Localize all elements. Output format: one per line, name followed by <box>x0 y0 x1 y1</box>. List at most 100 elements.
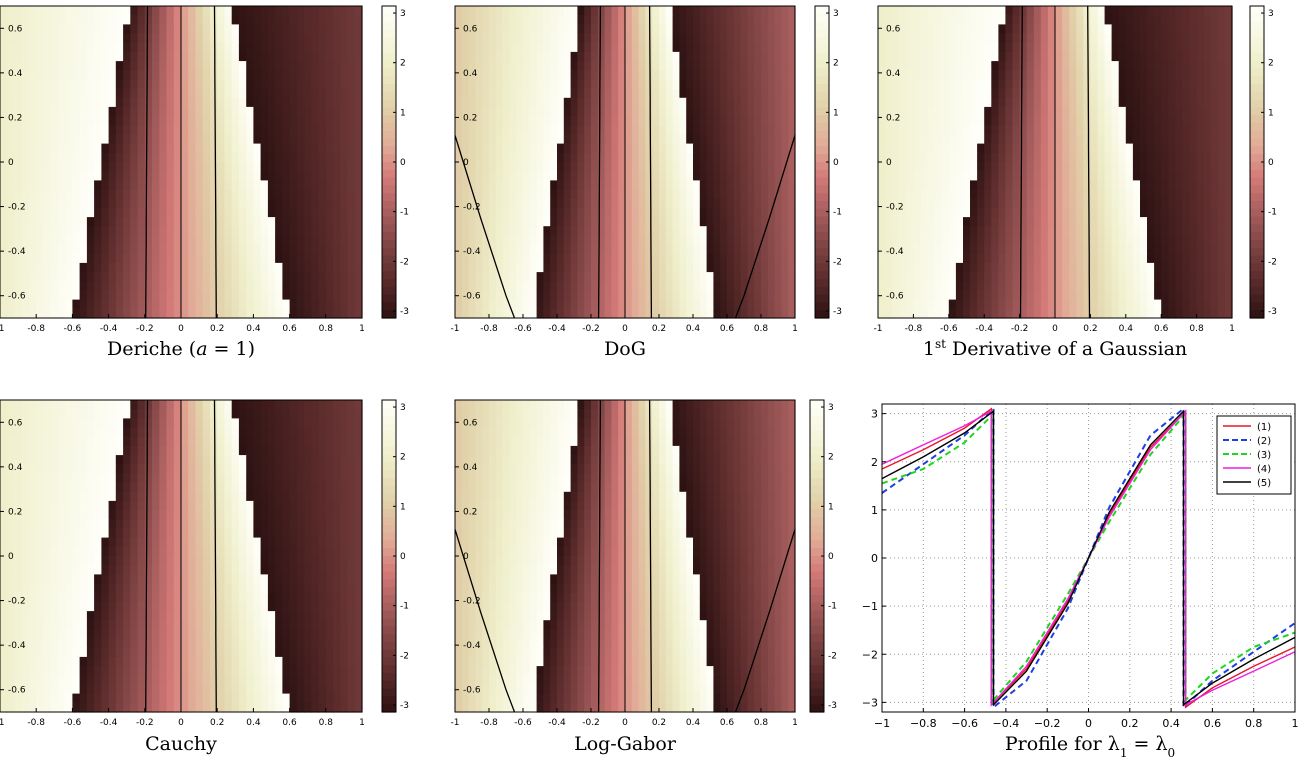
heatmap-cell <box>1027 89 1035 99</box>
heatmap-cell <box>1027 116 1035 126</box>
heatmap-cell <box>885 190 893 200</box>
heatmap-cell <box>51 208 59 218</box>
heatmap-cell <box>290 254 298 264</box>
heatmap-cell <box>537 135 544 145</box>
colorbar-segment <box>815 107 829 115</box>
heatmap-cell <box>577 98 584 108</box>
heatmap-cell <box>1218 15 1226 25</box>
heatmap-cell <box>516 144 523 154</box>
colorbar-segment <box>382 201 396 209</box>
heatmap-cell <box>557 153 564 163</box>
heatmap-cell <box>720 89 727 99</box>
heatmap-cell <box>632 70 639 80</box>
heatmap-cell <box>906 79 914 89</box>
heatmap-cell <box>557 43 564 53</box>
heatmap-cell <box>489 208 496 218</box>
heatmap-cell <box>768 226 775 236</box>
heatmap-cell <box>87 89 95 99</box>
heatmap-cell <box>340 281 348 291</box>
heatmap-cell <box>167 217 175 227</box>
heatmap-cell <box>268 15 276 25</box>
heatmap-cell <box>116 226 124 236</box>
heatmap-cell <box>355 254 363 264</box>
heatmap-cell <box>29 162 37 172</box>
heatmap-cell <box>152 24 160 34</box>
heatmap-cell <box>788 70 795 80</box>
heatmap-cell <box>747 98 754 108</box>
heatmap-cell <box>496 125 503 135</box>
heatmap-cell <box>652 89 659 99</box>
heatmap-cell <box>577 153 584 163</box>
heatmap-cell <box>482 190 489 200</box>
heatmap-cell <box>1119 6 1127 16</box>
heatmap-cell <box>509 208 516 218</box>
heatmap-cell <box>523 171 530 181</box>
heatmap-cell <box>72 300 80 310</box>
heatmap-cell <box>625 217 632 227</box>
heatmap-cell <box>58 217 66 227</box>
heatmap-cell <box>1197 52 1205 62</box>
heatmap-cell <box>36 217 44 227</box>
heatmap-cell <box>304 171 312 181</box>
heatmap-cell <box>1218 70 1226 80</box>
heatmap-cell <box>109 208 117 218</box>
heatmap-cell <box>1225 171 1233 181</box>
heatmap-cell <box>1027 43 1035 53</box>
heatmap-cell <box>123 61 131 71</box>
heatmap-cell <box>1055 79 1063 89</box>
heatmap-cell <box>72 309 80 319</box>
heatmap-cell <box>921 254 929 264</box>
heatmap-cell <box>1027 235 1035 245</box>
heatmap-cell <box>741 135 748 145</box>
heatmap-cell <box>311 79 319 89</box>
heatmap-cell <box>355 107 363 117</box>
heatmap-cell <box>639 291 646 301</box>
heatmap-cell <box>625 153 632 163</box>
heatmap-cell <box>319 70 327 80</box>
heatmap-cell <box>87 116 95 126</box>
heatmap-cell <box>1027 162 1035 172</box>
heatmap-cell <box>1140 15 1148 25</box>
heatmap-cell <box>1076 116 1084 126</box>
heatmap-cell <box>326 52 334 62</box>
heatmap-cell <box>123 79 131 89</box>
heatmap-cell <box>29 235 37 245</box>
heatmap-cell <box>530 171 537 181</box>
heatmap-cell <box>181 208 189 218</box>
colorbar-segment <box>815 22 829 30</box>
heatmap-cell <box>625 107 632 117</box>
heatmap-cell <box>949 171 957 181</box>
heatmap-cell <box>605 52 612 62</box>
heatmap-cell <box>101 116 109 126</box>
heatmap-cell <box>921 43 929 53</box>
heatmap-cell <box>679 43 686 53</box>
heatmap-cell <box>618 89 625 99</box>
heatmap-cell <box>109 98 117 108</box>
heatmap-cell <box>15 98 23 108</box>
colorbar-segment <box>815 248 829 256</box>
heatmap-cell <box>188 98 196 108</box>
heatmap-cell <box>1211 180 1219 190</box>
heatmap-cell <box>167 153 175 163</box>
heatmap-cell <box>1197 190 1205 200</box>
heatmap-cell <box>537 245 544 255</box>
heatmap-cell <box>1218 245 1226 255</box>
heatmap-cell <box>116 190 124 200</box>
heatmap-cell <box>253 125 261 135</box>
heatmap-cell <box>333 34 341 44</box>
heatmap-cell <box>290 89 298 99</box>
heatmap-cell <box>727 190 734 200</box>
heatmap-cell <box>523 89 530 99</box>
heatmap-cell <box>516 309 523 319</box>
heatmap-cell <box>355 263 363 273</box>
heatmap-cell <box>686 245 693 255</box>
heatmap-cell <box>942 254 950 264</box>
heatmap-cell <box>645 144 652 154</box>
colorbar-segment <box>382 131 396 139</box>
panel-caption: Deriche (a = 1) <box>107 338 255 360</box>
heatmap-cell <box>949 52 957 62</box>
heatmap-cell <box>775 6 782 16</box>
heatmap-cell <box>101 144 109 154</box>
y-tick-label: -0.2 <box>463 203 481 213</box>
